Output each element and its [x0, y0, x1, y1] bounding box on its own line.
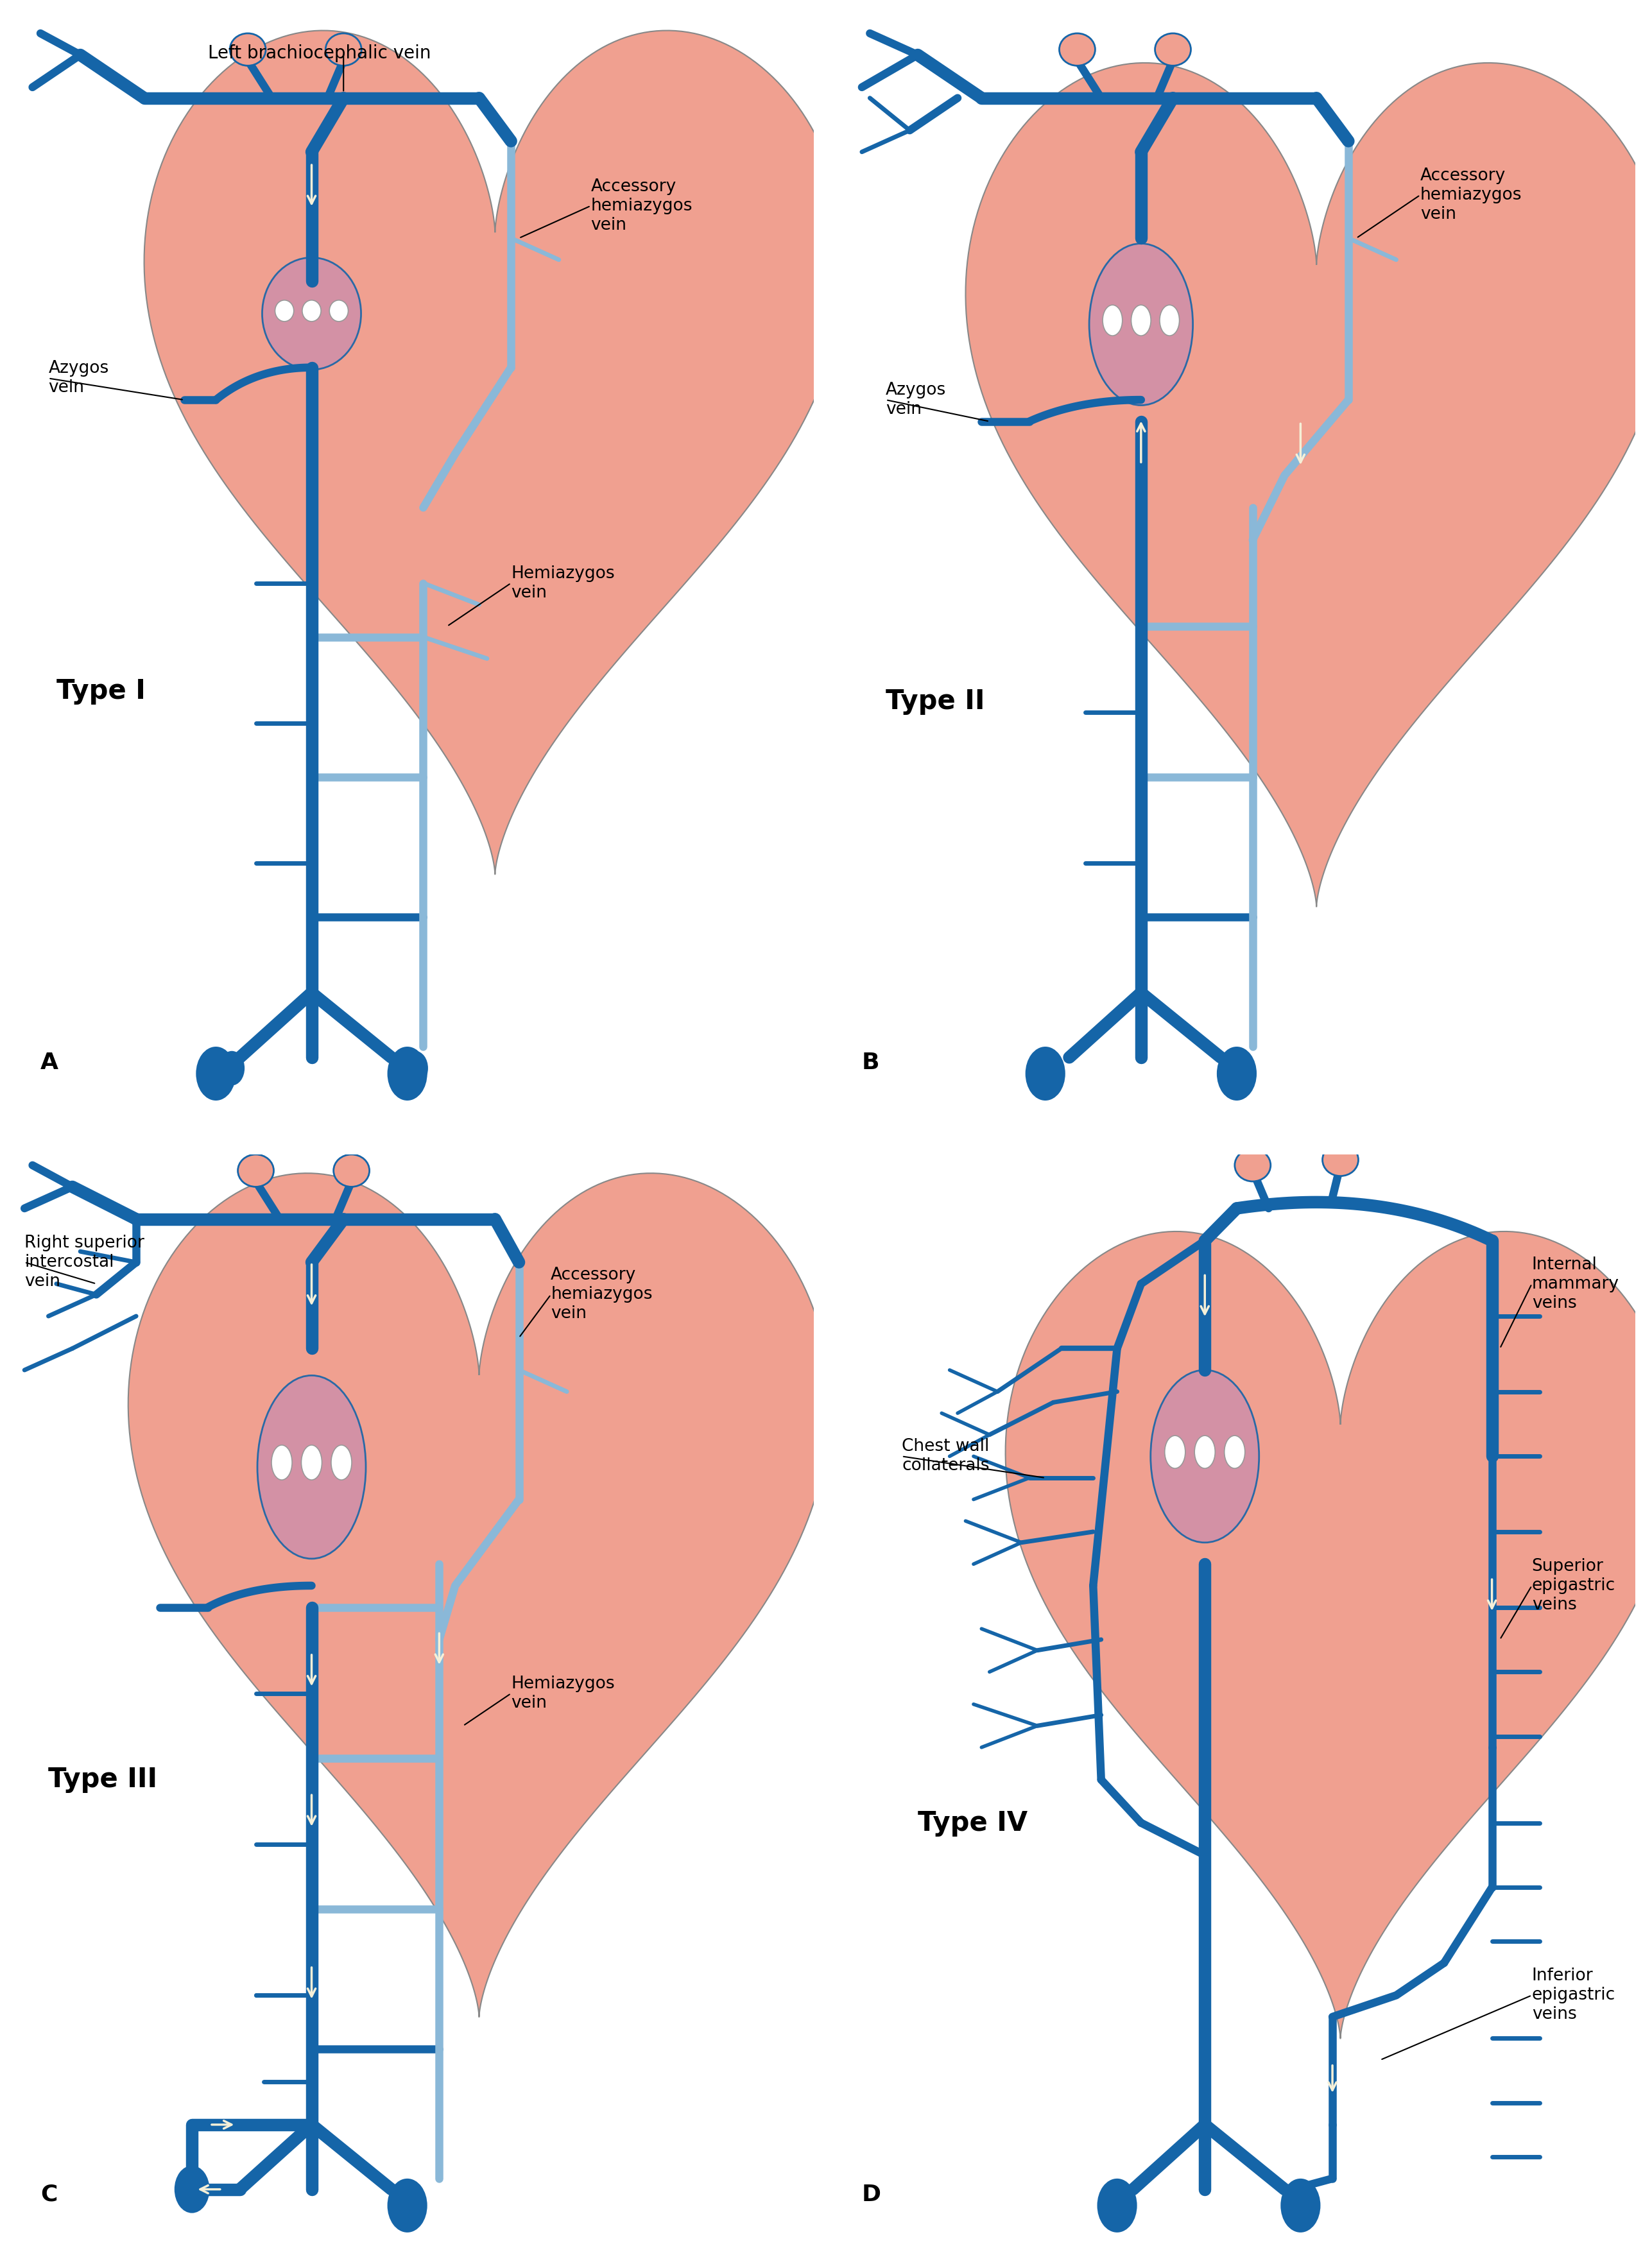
Polygon shape [1006, 1231, 1652, 2039]
Polygon shape [965, 63, 1652, 907]
Text: Hemiazygos
vein: Hemiazygos vein [510, 1675, 615, 1712]
Text: Inferior
epigastric
veins: Inferior epigastric veins [1531, 1969, 1616, 2023]
Ellipse shape [1165, 1436, 1184, 1468]
Text: Type IV: Type IV [919, 1809, 1028, 1836]
Ellipse shape [1059, 34, 1095, 65]
Ellipse shape [230, 34, 266, 65]
Text: Internal
mammary
veins: Internal mammary veins [1531, 1256, 1619, 1312]
Polygon shape [129, 1173, 829, 2016]
Ellipse shape [274, 300, 294, 322]
Ellipse shape [387, 1046, 428, 1100]
Ellipse shape [1194, 1436, 1216, 1468]
Text: Type III: Type III [48, 1766, 157, 1793]
Ellipse shape [1234, 1150, 1270, 1182]
Ellipse shape [238, 1155, 274, 1186]
Text: Accessory
hemiazygos
vein: Accessory hemiazygos vein [591, 178, 692, 235]
Text: Azygos
vein: Azygos vein [48, 361, 109, 397]
Ellipse shape [1218, 1046, 1257, 1100]
Ellipse shape [1026, 1046, 1066, 1100]
Text: Type II: Type II [885, 688, 985, 715]
Ellipse shape [1155, 34, 1191, 65]
Text: A: A [40, 1051, 58, 1073]
Text: C: C [40, 2183, 58, 2205]
Text: Hemiazygos
vein: Hemiazygos vein [510, 566, 615, 602]
Ellipse shape [1150, 1371, 1259, 1542]
Ellipse shape [334, 1155, 370, 1186]
Ellipse shape [1280, 2178, 1320, 2232]
Ellipse shape [258, 1376, 365, 1558]
Polygon shape [144, 32, 846, 875]
Text: Right superior
intercostal
vein: Right superior intercostal vein [25, 1236, 144, 1290]
Text: Accessory
hemiazygos
vein: Accessory hemiazygos vein [550, 1267, 653, 1321]
Ellipse shape [271, 1445, 292, 1479]
Text: Accessory
hemiazygos
vein: Accessory hemiazygos vein [1421, 167, 1521, 223]
Text: D: D [862, 2183, 881, 2205]
Ellipse shape [1097, 2178, 1137, 2232]
Ellipse shape [330, 1445, 352, 1479]
Ellipse shape [325, 34, 362, 65]
Ellipse shape [1132, 304, 1151, 336]
Text: Left brachiocephalic vein: Left brachiocephalic vein [208, 45, 431, 63]
Ellipse shape [302, 300, 320, 322]
Ellipse shape [1102, 304, 1122, 336]
Ellipse shape [329, 300, 349, 322]
Text: Superior
epigastric
veins: Superior epigastric veins [1531, 1558, 1616, 1612]
Ellipse shape [197, 1046, 236, 1100]
Text: B: B [862, 1051, 879, 1073]
Ellipse shape [1323, 1143, 1358, 1177]
Ellipse shape [403, 1051, 428, 1085]
Text: Type I: Type I [56, 676, 145, 704]
Ellipse shape [263, 257, 362, 370]
Ellipse shape [175, 2165, 210, 2212]
Ellipse shape [387, 2178, 428, 2232]
Text: Azygos
vein: Azygos vein [885, 381, 947, 417]
Ellipse shape [1160, 304, 1180, 336]
Ellipse shape [220, 1051, 244, 1085]
Text: Chest wall
collaterals: Chest wall collaterals [902, 1439, 990, 1475]
Ellipse shape [1224, 1436, 1246, 1468]
Ellipse shape [301, 1445, 322, 1479]
Ellipse shape [1089, 244, 1193, 406]
